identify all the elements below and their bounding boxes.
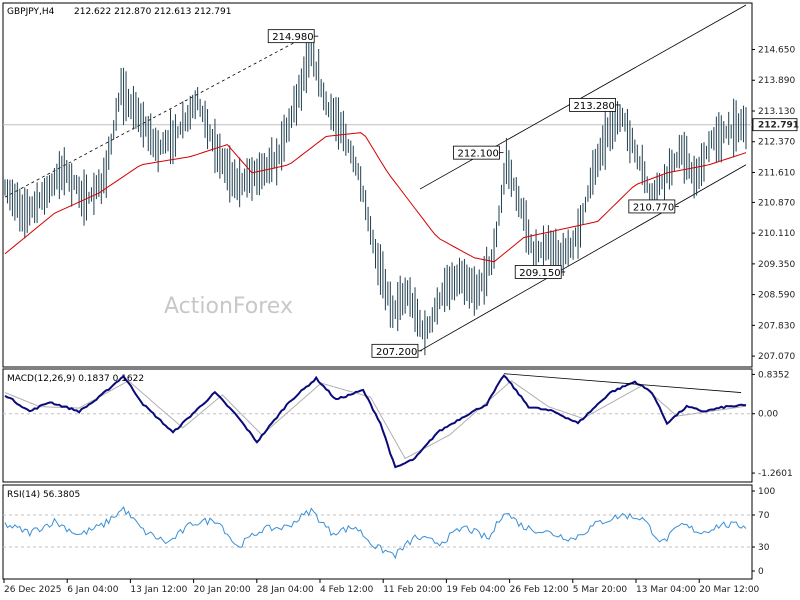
price-header-symbol: GBPJPY,H4	[7, 7, 55, 17]
macd-trendline	[503, 373, 742, 393]
annotation-label: 210.770	[633, 202, 674, 213]
price-tick-label: 210.870	[758, 198, 795, 208]
time-tick-label: 13 Mar 04:00	[636, 585, 696, 595]
rsi-tick-label: 0	[758, 567, 764, 577]
rsi-tick-label: 70	[758, 511, 770, 521]
time-tick-label: 11 Feb 20:00	[383, 585, 442, 595]
candles	[4, 29, 747, 356]
time-tick-label: 26 Feb 12:00	[510, 585, 569, 595]
price-panel-border	[2, 2, 753, 368]
rsi-tick-label: 100	[758, 487, 775, 497]
price-axis: 214.650 213.890 213.130 212.370 211.610 210.8…	[752, 46, 799, 362]
rsi-main-line	[4, 506, 747, 560]
time-axis: 26 Dec 2025 6 Jan 04:00 13 Jan 12:00 20 Jan…	[3, 579, 760, 595]
rsi-axis: 100 70 30 0	[752, 487, 775, 577]
time-tick-label: 13 Jan 12:00	[130, 585, 187, 595]
macd-signal-line	[4, 380, 747, 460]
time-tick-label: 19 Feb 04:00	[446, 585, 505, 595]
time-tick-label: 5 Mar 20:00	[573, 585, 628, 595]
rsi-line	[3, 506, 752, 560]
watermark: ActionForex	[164, 294, 293, 319]
trendline	[419, 164, 747, 352]
price-tick-label: 208.590	[758, 291, 795, 301]
macd-axis: 0.8352 0.00 -1.2601	[752, 370, 793, 479]
annotation-label: 214.980	[272, 32, 313, 43]
price-tick-label: 211.610	[758, 168, 795, 178]
current-price-label: 212.791	[758, 121, 799, 131]
macd-tick-label: -1.2601	[758, 469, 793, 479]
macd-tick-label: 0.8352	[758, 370, 790, 380]
price-tick-label: 207.830	[758, 321, 795, 331]
macd-panel-border	[2, 368, 753, 483]
macd-panel: MACD(12,26,9) 0.1837 0.1622	[2, 368, 753, 483]
trendline	[4, 35, 307, 198]
price-panel: GBPJPY,H4 212.622 212.870 212.613 212.79…	[2, 2, 753, 368]
rsi-header: RSI(14) 56.3805	[7, 490, 80, 500]
ma-line	[4, 132, 747, 263]
rsi-tick-label: 30	[758, 543, 770, 553]
time-tick-label: 28 Jan 04:00	[257, 585, 314, 595]
price-tick-label: 209.350	[758, 260, 795, 270]
annotation-label: 213.280	[574, 101, 615, 112]
annotation-label: 209.150	[519, 268, 560, 279]
price-tick-label: 212.370	[758, 138, 795, 148]
macd-main-line	[4, 374, 747, 469]
price-tick-label: 214.650	[758, 46, 795, 56]
annotation-label: 207.200	[376, 347, 417, 358]
rsi-panel: RSI(14) 56.3805	[2, 484, 753, 580]
time-tick-label: 6 Jan 04:00	[67, 585, 119, 595]
price-annotations: 214.980 213.280 212.100 210.770 209.150 207.2…	[267, 29, 679, 358]
moving-average	[4, 132, 747, 263]
macd-lines	[3, 373, 752, 469]
rsi-panel-border	[2, 484, 753, 580]
price-tick-label: 207.070	[758, 352, 795, 362]
time-tick-label: 26 Dec 2025	[4, 585, 62, 595]
macd-tick-label: 0.00	[758, 410, 778, 420]
time-tick-label: 20 Mar 12:00	[699, 585, 759, 595]
price-tick-label: 210.110	[758, 229, 795, 239]
current-price-box	[752, 118, 798, 132]
macd-header: MACD(12,26,9) 0.1837 0.1622	[7, 374, 144, 384]
time-tick-label: 20 Jan 20:00	[194, 585, 251, 595]
time-tick-label: 4 Feb 12:00	[320, 585, 374, 595]
price-tick-label: 213.890	[758, 76, 795, 86]
annotation-label: 212.100	[457, 149, 498, 160]
price-header-ohlc: 212.622 212.870 212.613 212.791	[74, 7, 231, 17]
price-tick-label: 213.130	[758, 107, 795, 117]
